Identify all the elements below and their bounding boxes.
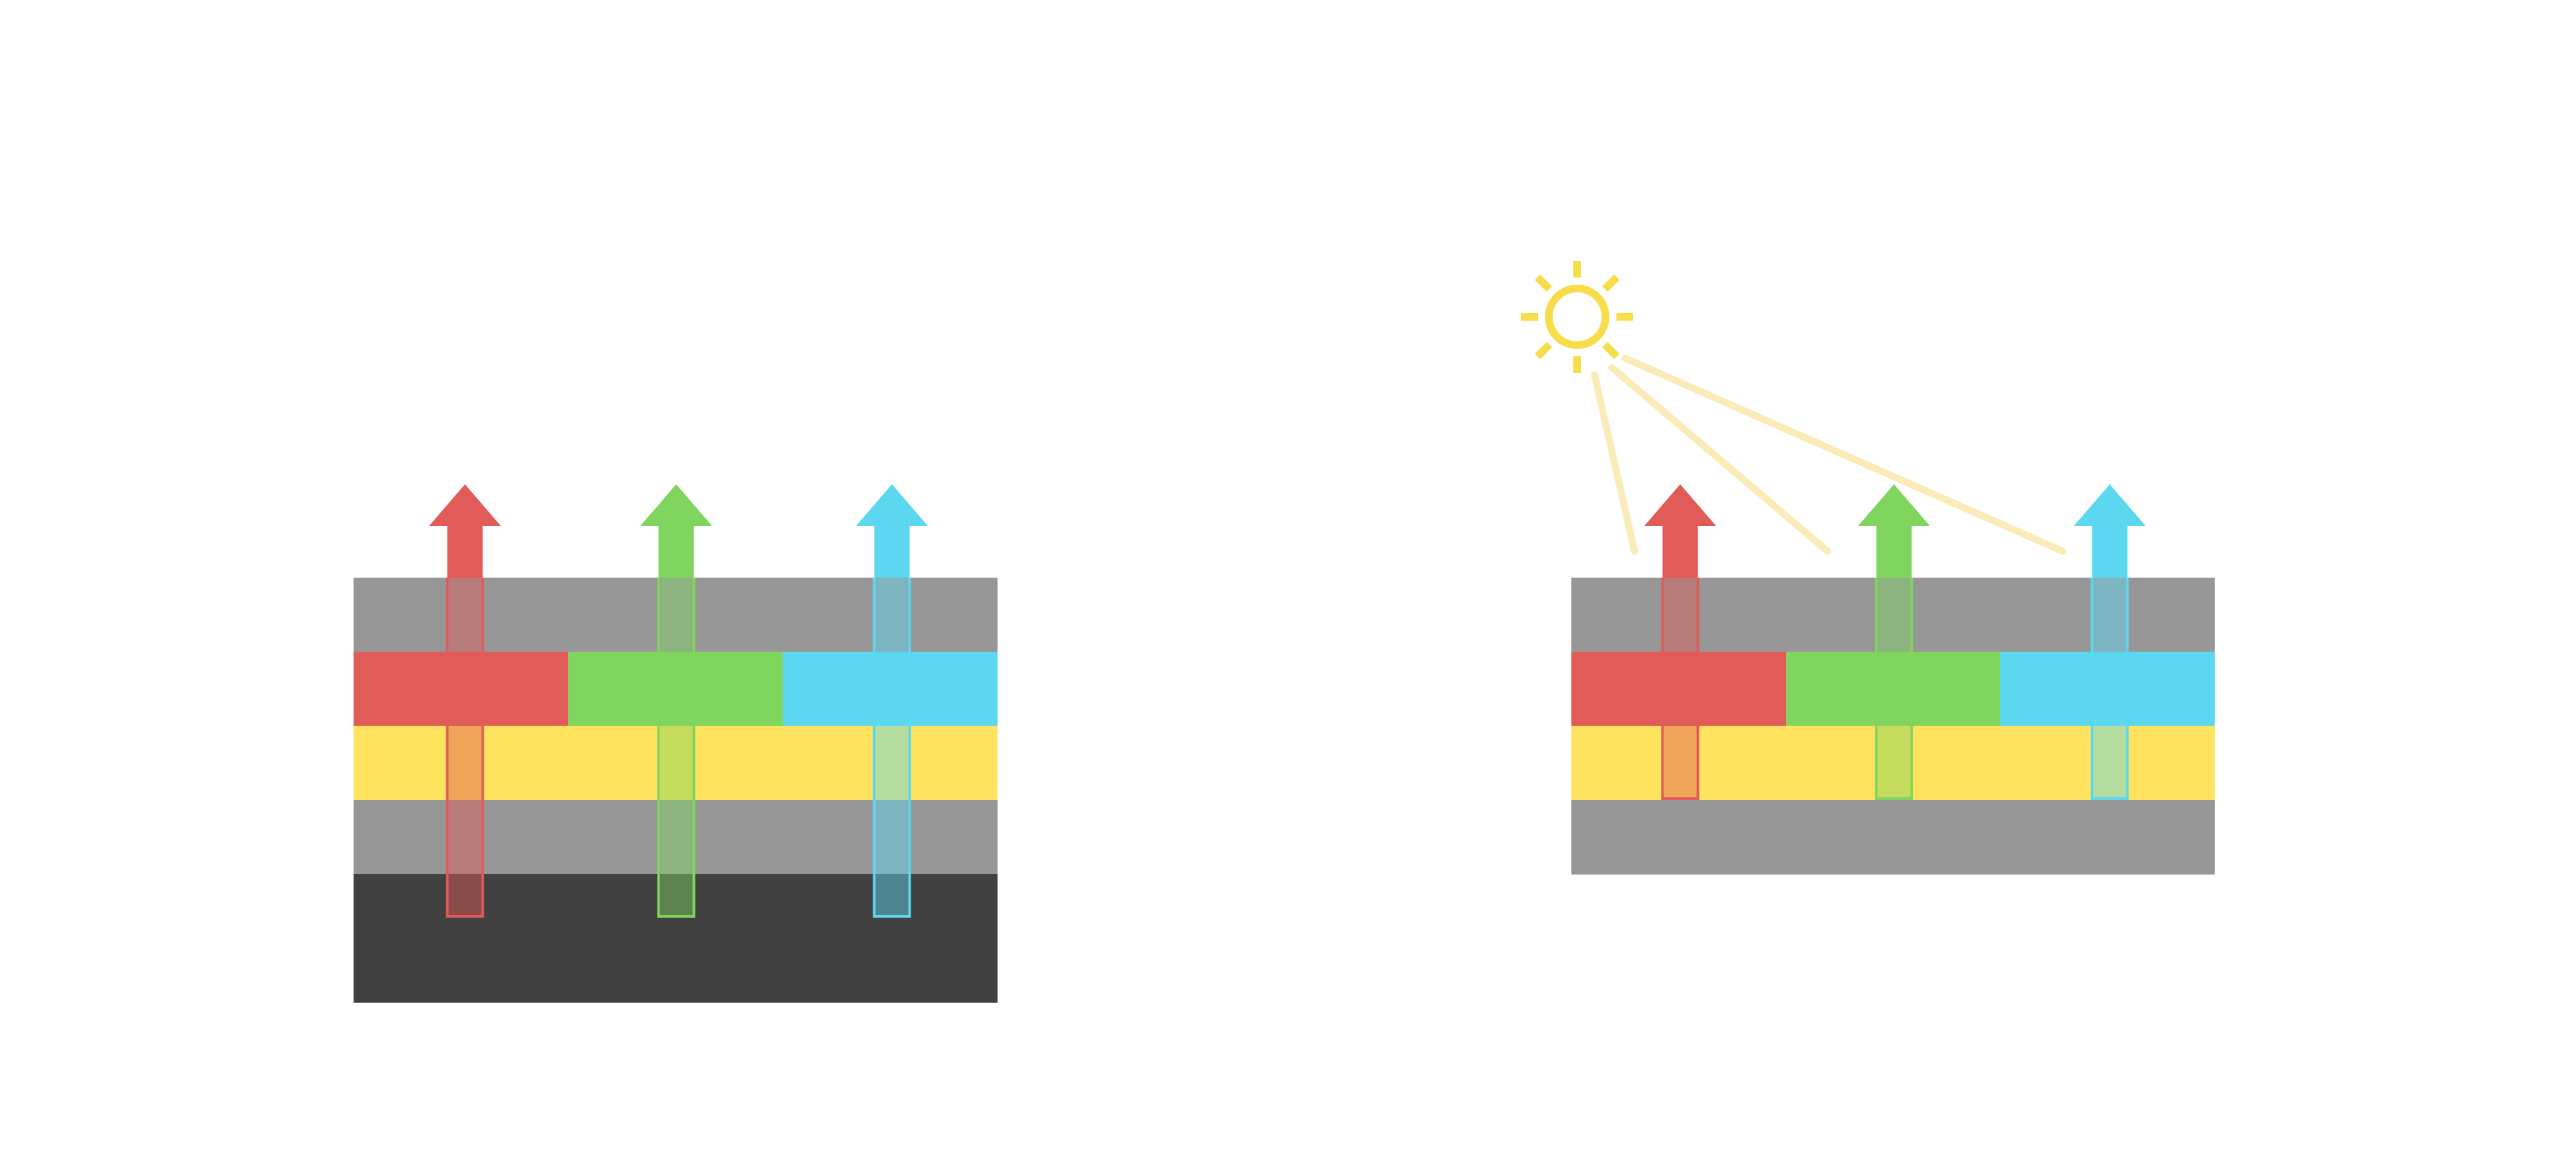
- subpixel-red: [354, 652, 569, 726]
- subpixel-blue: [2000, 652, 2215, 726]
- top-gray-layer: [354, 578, 998, 652]
- red-light-path: [1661, 578, 1700, 800]
- sun-icon: [1521, 261, 1633, 373]
- yellow-emitter-layer: [354, 726, 998, 800]
- yellow-reflector-layer: [1571, 726, 2215, 800]
- blue-light-arrow: [2074, 484, 2146, 578]
- sun-ray: [1535, 274, 1553, 292]
- sunlight-beam-1: [1591, 371, 1638, 555]
- green-light-path: [1875, 578, 1913, 800]
- sun-ray: [1535, 341, 1553, 359]
- bottom-gray-layer: [1571, 800, 2215, 875]
- blue-light-arrow: [856, 484, 928, 578]
- red-light-path: [446, 578, 484, 918]
- emissive-display-stack: [354, 484, 998, 1003]
- green-light-path: [657, 578, 696, 918]
- dark-substrate-layer: [354, 874, 998, 1003]
- blue-light-path: [873, 578, 911, 918]
- subpixel-green: [568, 652, 783, 726]
- blue-light-path: [2090, 578, 2129, 800]
- sun-ray: [1602, 274, 1620, 292]
- red-light-arrow: [1644, 484, 1716, 578]
- bottom-gray-layer: [354, 800, 998, 874]
- subpixel-green: [1786, 652, 2000, 726]
- red-light-arrow: [429, 484, 501, 578]
- sun-ray: [1602, 341, 1620, 359]
- subpixel-red: [1571, 652, 1786, 726]
- top-gray-layer: [1571, 578, 2215, 652]
- reflective-display-stack: [1521, 261, 2215, 875]
- sunlight-beam-3: [1621, 354, 2067, 555]
- subpixel-blue: [782, 652, 998, 726]
- sunlight-beam-2: [1608, 364, 1832, 555]
- green-light-arrow: [1858, 484, 1930, 578]
- green-light-arrow: [640, 484, 712, 578]
- sun-ring: [1545, 285, 1609, 349]
